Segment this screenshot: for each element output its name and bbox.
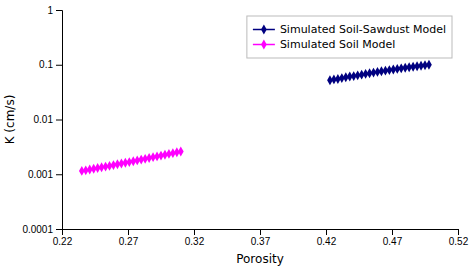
y-tick: 0.001 — [28, 169, 62, 180]
x-tick-mark — [194, 229, 195, 235]
x-axis: 0.22 0.27 0.32 0.37 0.42 0.47 0.52 — [53, 229, 469, 247]
y-tick: 0.1 — [39, 59, 62, 70]
x-axis-title: Porosity — [236, 252, 284, 266]
y-axis-title: K (cm/s) — [3, 95, 17, 145]
x-tick-mark — [260, 229, 261, 235]
y-tick-mark — [56, 120, 62, 121]
plot: 0.220.270.320.370.420.470.520.00010.0010… — [22, 5, 468, 247]
x-tick-mark — [458, 229, 459, 235]
y-tick: 0.0001 — [22, 224, 62, 235]
y-tick-label: 1 — [47, 5, 53, 16]
x-tick: 0.27 — [119, 229, 139, 247]
x-tick: 0.52 — [449, 229, 469, 247]
y-tick-label: 0.01 — [34, 114, 54, 125]
y-tick-mark — [56, 174, 62, 175]
point — [426, 60, 432, 70]
x-tick-label: 0.42 — [317, 236, 337, 247]
x-tick: 0.22 — [53, 229, 73, 247]
x-tick-label: 0.37 — [251, 236, 271, 247]
y-tick-label: 0.001 — [28, 169, 53, 180]
y-axis: 0.0001 0.001 0.01 0.1 1 — [22, 5, 62, 235]
x-tick: 0.37 — [251, 229, 271, 247]
x-tick-label: 0.27 — [119, 236, 139, 247]
y-tick-mark — [56, 65, 62, 66]
x-tick: 0.32 — [185, 229, 205, 247]
y-tick: 0.01 — [34, 114, 62, 125]
y-axis-line — [56, 11, 63, 230]
x-tick: 0.42 — [317, 229, 337, 247]
legend-item: Simulated Soil Model — [253, 38, 395, 51]
x-tick-mark — [326, 229, 327, 235]
legend-box — [247, 16, 452, 58]
x-tick-label: 0.22 — [53, 236, 73, 247]
x-tick: 0.47 — [383, 229, 403, 247]
legend-marker — [261, 25, 267, 35]
y-tick-label: 0.1 — [39, 59, 53, 70]
x-tick-label: 0.32 — [185, 236, 205, 247]
marks — [79, 60, 432, 176]
point — [178, 147, 184, 157]
legend: Simulated Soil-Sawdust Model Simulated So… — [247, 16, 452, 58]
x-axis-line — [63, 230, 459, 236]
x-tick-mark — [392, 229, 393, 235]
y-tick-label: 0.0001 — [22, 224, 53, 235]
x-tick-label: 0.52 — [449, 236, 469, 247]
legend-item: Simulated Soil-Sawdust Model — [253, 23, 446, 36]
legend-marker — [261, 40, 267, 50]
y-tick-mark — [56, 10, 62, 11]
legend-label: Simulated Soil Model — [280, 38, 395, 51]
chart: 0.220.270.320.370.420.470.520.00010.0010… — [0, 0, 474, 269]
legend-label: Simulated Soil-Sawdust Model — [280, 23, 446, 36]
x-tick-mark — [128, 229, 129, 235]
x-tick-label: 0.47 — [383, 236, 403, 247]
y-tick-mark — [56, 229, 62, 230]
y-tick: 1 — [47, 5, 62, 16]
